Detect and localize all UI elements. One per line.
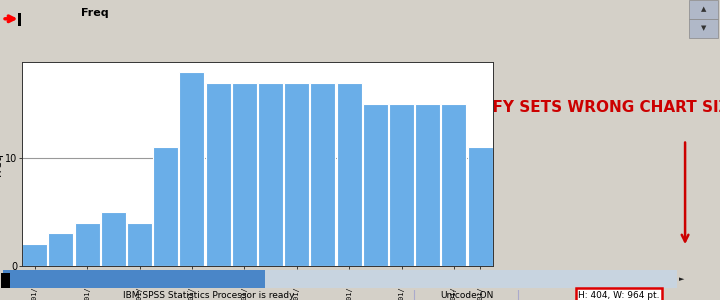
Bar xyxy=(48,233,73,266)
Text: Freq: Freq xyxy=(81,8,109,18)
Bar xyxy=(127,223,152,266)
Bar xyxy=(101,212,126,266)
Text: Unicode:ON: Unicode:ON xyxy=(440,290,493,299)
Bar xyxy=(468,147,492,266)
Bar xyxy=(179,72,204,266)
Bar xyxy=(22,244,47,266)
Text: IBM SPSS Statistics Processor is ready: IBM SPSS Statistics Processor is ready xyxy=(123,290,294,299)
Bar xyxy=(153,147,178,266)
Bar xyxy=(689,0,719,19)
Bar xyxy=(232,83,257,266)
Bar xyxy=(337,83,361,266)
Bar xyxy=(206,83,230,266)
Bar xyxy=(284,83,309,266)
Text: ▼: ▼ xyxy=(701,25,706,31)
Text: ▲: ▲ xyxy=(701,6,706,12)
Bar xyxy=(389,104,414,266)
Y-axis label: Freq: Freq xyxy=(0,152,2,176)
Bar xyxy=(265,270,678,288)
Bar xyxy=(689,19,719,38)
Bar xyxy=(258,83,283,266)
Bar xyxy=(19,14,21,26)
Bar xyxy=(4,270,265,288)
Text: ◄: ◄ xyxy=(4,276,9,282)
Bar xyxy=(1,273,9,288)
Text: ►: ► xyxy=(679,276,684,282)
Text: H: 404, W: 964 pt.: H: 404, W: 964 pt. xyxy=(578,290,660,299)
Text: OUTPUT MODIFY SETS WRONG CHART SIZES?: OUTPUT MODIFY SETS WRONG CHART SIZES? xyxy=(371,100,720,115)
Bar xyxy=(75,223,99,266)
Bar xyxy=(310,83,336,266)
Bar xyxy=(441,104,467,266)
Bar xyxy=(363,104,388,266)
Bar xyxy=(415,104,440,266)
